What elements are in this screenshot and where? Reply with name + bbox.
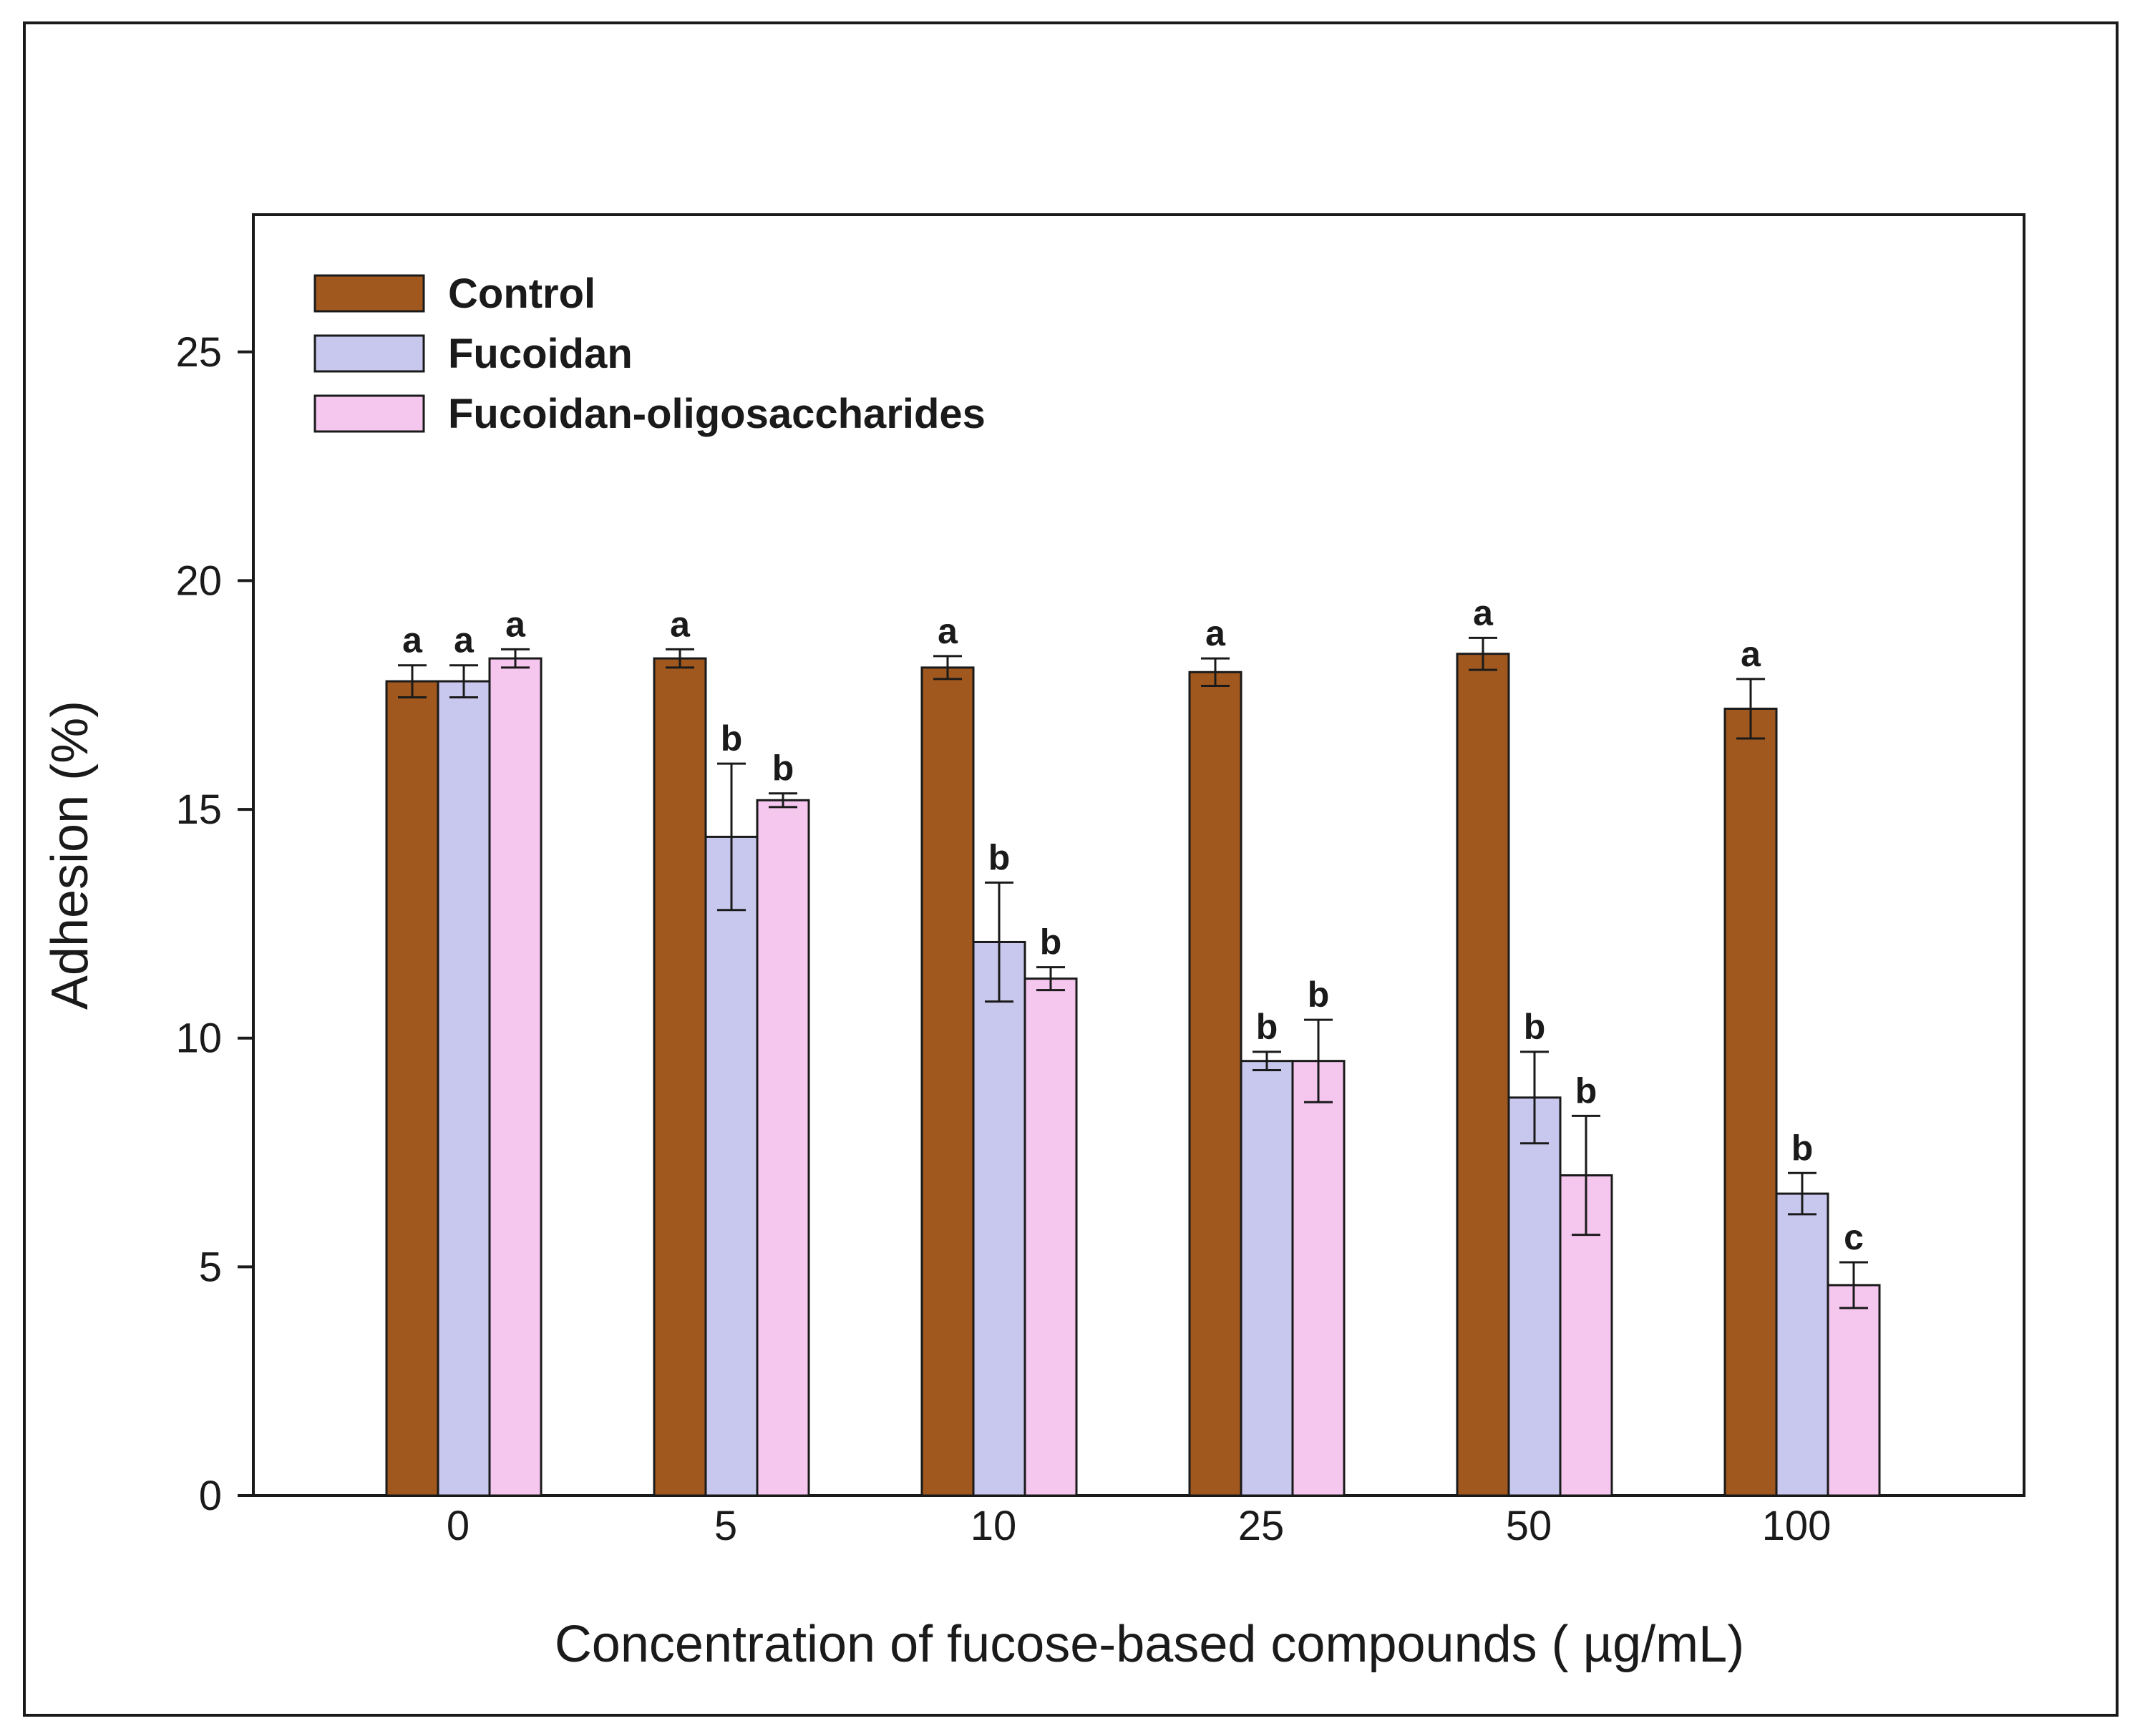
bar-fucoidan-oligosaccharides-25 xyxy=(1291,1060,1346,1497)
bar-control-0 xyxy=(385,680,439,1497)
bar-control-50 xyxy=(1456,653,1510,1497)
significance-label: b xyxy=(1524,1007,1546,1047)
bar-fucoidan-oligosaccharides-10 xyxy=(1023,977,1078,1497)
significance-label: b xyxy=(1256,1007,1278,1047)
bar-fucoidan-25 xyxy=(1240,1060,1294,1497)
significance-label: a xyxy=(938,611,958,651)
y-axis: 0 5 10 15 20 25 xyxy=(175,329,253,1519)
y-axis-label: Adhesion (%) xyxy=(42,701,99,1010)
significance-label: b xyxy=(772,748,794,789)
legend-entry-fucoidan-oligosaccharides: Fucoidan-oligosaccharides xyxy=(448,391,986,437)
y-tick-label: 0 xyxy=(199,1473,222,1519)
y-tick-label: 15 xyxy=(175,786,222,833)
significance-label: c xyxy=(1844,1217,1864,1257)
bar-fucoidan-oligosaccharides-0 xyxy=(488,657,543,1497)
legend-swatch-control xyxy=(313,274,425,313)
x-tick-label: 5 xyxy=(714,1503,737,1549)
x-axis-label: Concentration of fucose-based compounds … xyxy=(555,1616,1744,1673)
significance-label: a xyxy=(670,604,691,644)
bar-fucoidan-oligosaccharides-5 xyxy=(756,799,810,1497)
x-tick-label: 50 xyxy=(1506,1503,1552,1549)
x-tick-label: 25 xyxy=(1238,1503,1285,1549)
significance-label: b xyxy=(1575,1071,1597,1111)
bar-control-25 xyxy=(1188,670,1242,1497)
significance-label: a xyxy=(1205,613,1226,653)
legend-swatch-fucoidan-oligosaccharides xyxy=(313,394,425,433)
bar-fucoidan-100 xyxy=(1775,1192,1829,1497)
x-tick-label: 100 xyxy=(1762,1503,1832,1549)
x-tick-label: 10 xyxy=(971,1503,1017,1549)
legend: Control Fucoidan Fucoidan-oligosaccharides xyxy=(313,270,986,437)
significance-label: b xyxy=(1040,922,1062,962)
significance-label: b xyxy=(988,837,1011,877)
significance-label: b xyxy=(1791,1128,1814,1168)
bar-fucoidan-0 xyxy=(437,680,491,1497)
bar-fucoidan-5 xyxy=(704,835,759,1497)
x-axis: 0 5 10 25 50 100 xyxy=(447,1503,1832,1549)
y-tick-label: 5 xyxy=(199,1244,222,1290)
significance-label: a xyxy=(1741,634,1761,674)
significance-label: a xyxy=(454,620,475,660)
significance-label: a xyxy=(402,620,423,660)
bar-fucoidan-50 xyxy=(1507,1096,1562,1497)
bar-control-10 xyxy=(920,666,975,1497)
bar-control-100 xyxy=(1723,707,1778,1497)
y-tick-label: 20 xyxy=(175,557,222,604)
bar-fucoidan-oligosaccharides-50 xyxy=(1559,1174,1613,1497)
bar-control-5 xyxy=(653,657,707,1497)
significance-label: a xyxy=(505,604,526,644)
legend-entry-fucoidan: Fucoidan xyxy=(448,331,633,377)
bar-fucoidan-10 xyxy=(972,940,1026,1497)
significance-label: a xyxy=(1473,593,1494,633)
y-tick-label: 10 xyxy=(175,1015,222,1062)
legend-entry-control: Control xyxy=(448,270,595,317)
significance-label: b xyxy=(721,718,743,759)
error-bars-layer xyxy=(398,636,1868,1310)
significance-label: b xyxy=(1308,975,1330,1015)
y-tick-label: 25 xyxy=(175,329,222,376)
bar-fucoidan-oligosaccharides-100 xyxy=(1827,1284,1881,1497)
legend-swatch-fucoidan xyxy=(313,334,425,373)
x-tick-label: 0 xyxy=(447,1503,470,1549)
